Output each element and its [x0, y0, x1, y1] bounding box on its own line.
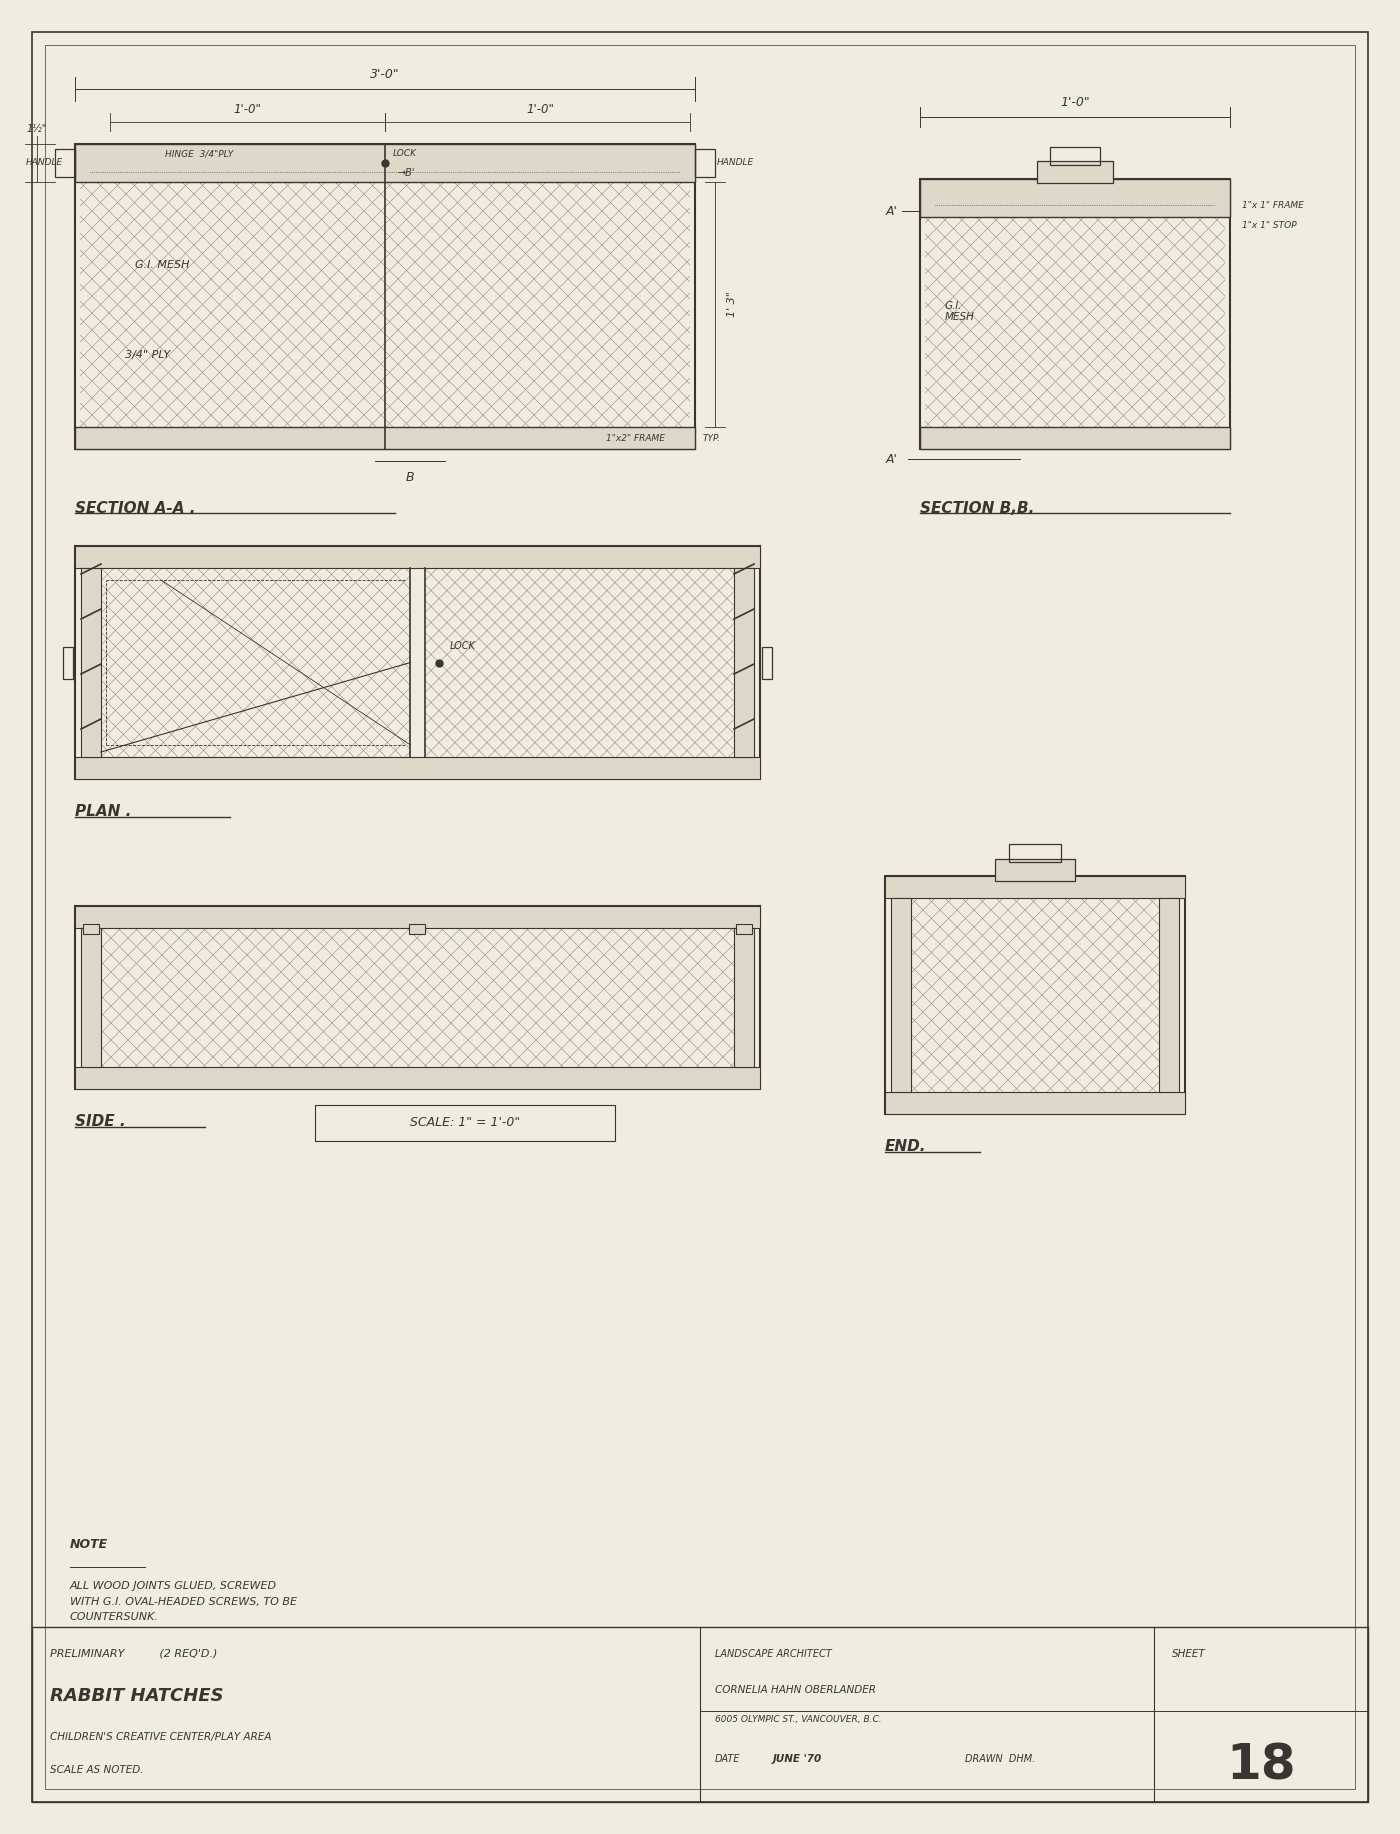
Bar — [81, 569, 101, 757]
Bar — [76, 547, 760, 779]
Bar — [76, 547, 760, 569]
Text: 18: 18 — [1226, 1742, 1296, 1790]
Bar — [885, 877, 1184, 899]
Text: A': A' — [886, 453, 897, 466]
Text: 1' 3": 1' 3" — [727, 292, 736, 317]
Text: TYP.: TYP. — [703, 435, 721, 444]
Text: 1½": 1½" — [27, 125, 48, 134]
Bar — [734, 928, 755, 1067]
Bar — [76, 145, 694, 449]
Text: DRAWN  DHM.: DRAWN DHM. — [965, 1753, 1035, 1764]
Text: SCALE AS NOTED.: SCALE AS NOTED. — [50, 1764, 144, 1775]
Text: B: B — [406, 471, 414, 484]
Text: 1'-0": 1'-0" — [526, 103, 554, 116]
Text: 3'-0": 3'-0" — [370, 68, 400, 81]
Text: SECTION B,B.: SECTION B,B. — [920, 501, 1035, 515]
Text: →B': →B' — [398, 169, 414, 178]
Text: END.: END. — [885, 1139, 927, 1154]
Bar — [694, 149, 715, 178]
Bar — [762, 647, 771, 679]
Text: JUNE '70: JUNE '70 — [773, 1753, 822, 1764]
Text: HANDLE: HANDLE — [25, 158, 63, 167]
Text: 1"x 1" FRAME: 1"x 1" FRAME — [1242, 200, 1303, 209]
Bar — [76, 1067, 760, 1089]
Text: HANDLE: HANDLE — [717, 158, 755, 167]
Text: LOCK: LOCK — [393, 149, 417, 158]
Text: DATE: DATE — [715, 1753, 741, 1764]
Text: A': A' — [886, 205, 897, 218]
Text: LOCK: LOCK — [449, 640, 476, 651]
Bar — [1009, 844, 1061, 862]
Text: CORNELIA HAHN OBERLANDER: CORNELIA HAHN OBERLANDER — [715, 1685, 876, 1695]
Bar — [32, 1627, 1368, 1803]
Bar — [1050, 147, 1100, 165]
Text: PRELIMINARY          (2 REQ'D.): PRELIMINARY (2 REQ'D.) — [50, 1649, 217, 1660]
Bar — [76, 427, 694, 449]
Bar — [734, 569, 755, 757]
Text: HINGE  3/4"PLY: HINGE 3/4"PLY — [165, 149, 234, 158]
Text: CHILDREN'S CREATIVE CENTER/PLAY AREA: CHILDREN'S CREATIVE CENTER/PLAY AREA — [50, 1731, 272, 1742]
Bar — [76, 906, 760, 1089]
Text: 1"x2" FRAME: 1"x2" FRAME — [606, 435, 665, 444]
Bar — [83, 924, 99, 934]
Bar — [890, 899, 911, 1091]
Text: 1"x 1" STOP: 1"x 1" STOP — [1242, 220, 1296, 229]
Bar — [1159, 899, 1179, 1091]
Bar — [315, 1106, 615, 1141]
Text: G.I. MESH: G.I. MESH — [134, 260, 189, 270]
Bar — [76, 757, 760, 779]
Text: 1'-0": 1'-0" — [234, 103, 262, 116]
Bar — [920, 180, 1231, 216]
Bar — [409, 924, 426, 934]
Text: 3/4" PLY: 3/4" PLY — [125, 350, 171, 361]
Bar — [885, 1091, 1184, 1113]
Text: SCALE: 1" = 1'-0": SCALE: 1" = 1'-0" — [410, 1117, 519, 1130]
Bar — [736, 924, 752, 934]
Bar — [55, 149, 76, 178]
Text: LANDSCAPE ARCHITECT: LANDSCAPE ARCHITECT — [715, 1649, 832, 1660]
Text: SIDE .: SIDE . — [76, 1113, 126, 1130]
Text: SHEET: SHEET — [1172, 1649, 1205, 1660]
Text: G.I.
MESH: G.I. MESH — [945, 301, 974, 323]
Bar — [76, 906, 760, 928]
Bar — [885, 877, 1184, 1113]
Bar — [63, 647, 73, 679]
Text: PLAN .: PLAN . — [76, 803, 132, 820]
Bar — [81, 928, 101, 1067]
Text: NOTE: NOTE — [70, 1539, 108, 1552]
Text: 1'-0": 1'-0" — [1060, 95, 1089, 108]
Text: RABBIT HATCHES: RABBIT HATCHES — [50, 1687, 224, 1706]
Bar — [76, 145, 694, 182]
Text: ALL WOOD JOINTS GLUED, SCREWED
WITH G.I. OVAL-HEADED SCREWS, TO BE
COUNTERSUNK.: ALL WOOD JOINTS GLUED, SCREWED WITH G.I.… — [70, 1581, 297, 1623]
Bar — [1037, 161, 1113, 183]
Text: 6005 OLYMPIC ST., VANCOUVER, B.C.: 6005 OLYMPIC ST., VANCOUVER, B.C. — [715, 1715, 882, 1724]
Text: SECTION A-A .: SECTION A-A . — [76, 501, 196, 515]
Bar — [920, 427, 1231, 449]
Bar — [920, 180, 1231, 449]
Bar — [995, 858, 1075, 880]
